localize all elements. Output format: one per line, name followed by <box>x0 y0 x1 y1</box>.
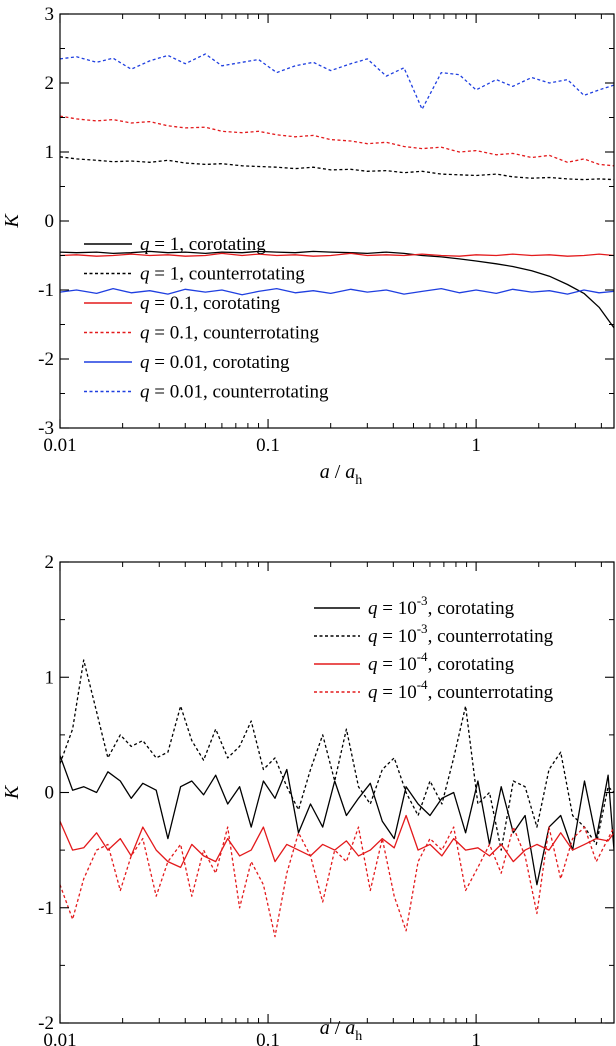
legend-rest: = 0.1, counterrotating <box>150 323 320 344</box>
legend-label-2: q = 10-3, counterrotating <box>368 621 554 647</box>
series-line-4 <box>60 826 614 938</box>
x-tick-label: 0.1 <box>256 1030 280 1046</box>
series-line-1 <box>60 250 614 329</box>
series-line-2 <box>60 659 614 851</box>
legend-label-3: q = 0.1, corotating <box>140 293 280 314</box>
x-axis-label-sub: h <box>355 1029 362 1044</box>
legend-rest: , counterrotating <box>428 626 554 647</box>
legend-base: = 10 <box>378 598 417 619</box>
plot-area <box>60 53 614 329</box>
y-axis-label: K <box>1 213 23 229</box>
x-axis-label-slash: / <box>330 1017 346 1039</box>
series-line-3 <box>60 814 614 869</box>
x-minor-ticks <box>122 562 602 1023</box>
legend-label-4: q = 10-4, counterrotating <box>368 677 554 703</box>
y-tick-label: -1 <box>38 898 54 919</box>
y-tick-label: 0 <box>45 211 55 232</box>
legend-q: q <box>368 682 378 703</box>
legend-rest: = 0.01, counterrotating <box>150 382 330 403</box>
x-axis-label: a / ah <box>320 461 363 488</box>
y-tick-label: -2 <box>38 349 54 370</box>
x-axis-label-sub: h <box>355 473 362 488</box>
legend-base: = 10 <box>378 626 417 647</box>
y-tick-label: 1 <box>45 667 55 688</box>
y-tick-label: 2 <box>45 73 55 94</box>
y-tick-label: -3 <box>38 418 54 439</box>
y-tick-label: 2 <box>45 552 55 573</box>
y-tick-label: 1 <box>45 142 55 163</box>
legend-rest: , corotating <box>428 654 515 675</box>
x-axis-label: a / ah <box>320 1017 363 1044</box>
legend-exponent: -4 <box>417 649 428 664</box>
x-tick-label: 1 <box>471 1030 481 1046</box>
legend-label-6: q = 0.01, counterrotating <box>140 382 329 403</box>
series-line-3 <box>60 252 614 257</box>
y-tick-label: -2 <box>38 1013 54 1034</box>
legend-rest: , counterrotating <box>428 682 554 703</box>
series-line-4 <box>60 115 614 167</box>
x-axis-label-ah: a <box>345 1017 355 1039</box>
legend-q: q <box>140 382 150 403</box>
legend-label-1: q = 1, corotating <box>140 234 266 255</box>
series-line-5 <box>60 287 614 296</box>
x-tick-label: 0.01 <box>43 1030 76 1046</box>
legend-label-4: q = 0.1, counterrotating <box>140 323 320 344</box>
legend-q: q <box>140 293 150 314</box>
x-axis-label-a: a <box>320 461 330 483</box>
series-line-6 <box>60 53 614 110</box>
legend-label-2: q = 1, counterrotating <box>140 264 305 285</box>
legend-rest: = 0.01, corotating <box>150 352 290 373</box>
y-tick-label: 0 <box>45 783 55 804</box>
legend-q: q <box>368 626 378 647</box>
legend-base: = 10 <box>378 682 417 703</box>
legend-rest: = 1, counterrotating <box>150 264 306 285</box>
legend-rest: , corotating <box>428 598 515 619</box>
x-tick-label: 0.1 <box>256 435 280 456</box>
legend-q: q <box>368 598 378 619</box>
y-tick-label: -1 <box>38 280 54 301</box>
x-minor-ticks <box>122 14 602 428</box>
series-line-2 <box>60 156 614 181</box>
legend-q: q <box>140 234 150 255</box>
legend-label-5: q = 0.01, corotating <box>140 352 290 373</box>
x-axis-label-a: a <box>320 1017 330 1039</box>
x-tick-label: 1 <box>471 435 481 456</box>
legend-exponent: -3 <box>417 593 428 608</box>
legend-label-3: q = 10-4, corotating <box>368 649 515 675</box>
legend-q: q <box>368 654 378 675</box>
legend-label-1: q = 10-3, corotating <box>368 593 515 619</box>
y-tick-label: 3 <box>45 4 55 25</box>
legend-rest: = 0.1, corotating <box>150 293 281 314</box>
x-tick-label: 0.01 <box>43 435 76 456</box>
legend-q: q <box>140 323 150 344</box>
legend-rest: = 1, corotating <box>150 234 267 255</box>
x-axis-label-ah: a <box>345 461 355 483</box>
series-line-1 <box>60 755 614 886</box>
y-axis-label: K <box>1 784 23 800</box>
legend-q: q <box>140 264 150 285</box>
legend-exponent: -4 <box>417 677 428 692</box>
legend-base: = 10 <box>378 654 417 675</box>
x-axis-label-slash: / <box>330 461 346 483</box>
plot-area <box>60 659 614 938</box>
legend-q: q <box>140 352 150 373</box>
legend-exponent: -3 <box>417 621 428 636</box>
